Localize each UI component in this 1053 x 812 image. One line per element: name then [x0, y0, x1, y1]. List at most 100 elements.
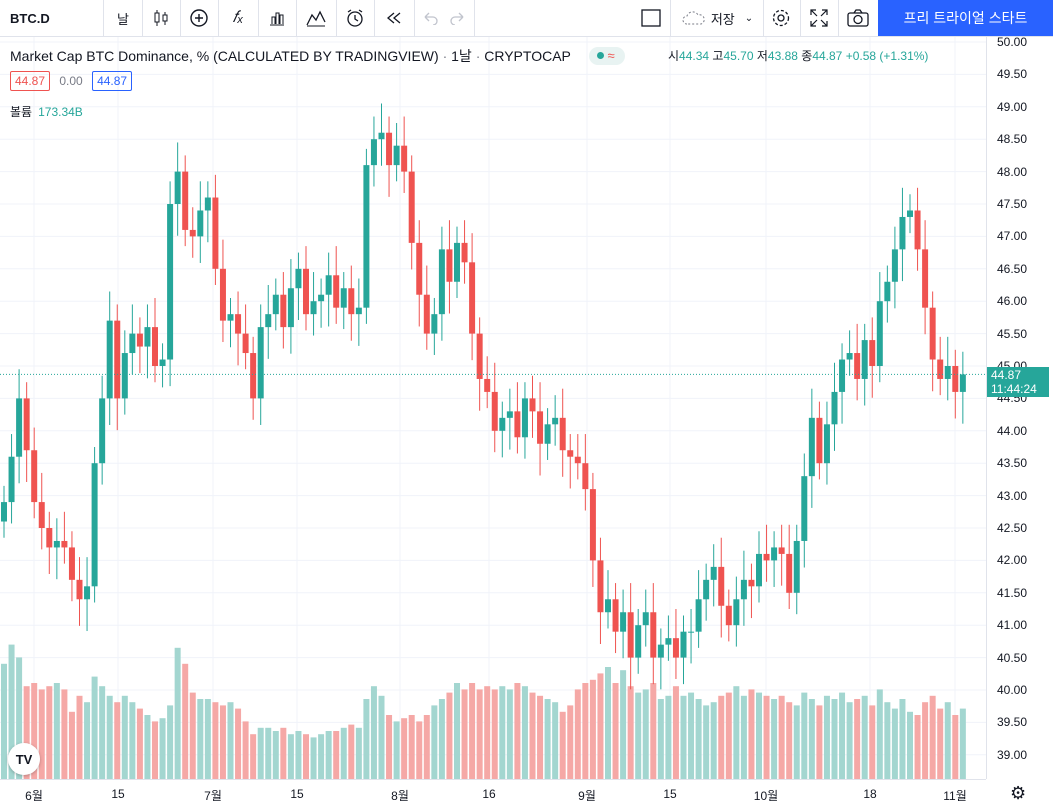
- candle-body: [718, 566, 725, 606]
- candle-body: [514, 411, 521, 438]
- replay-icon[interactable]: [374, 0, 415, 36]
- volume-bar: [589, 679, 596, 779]
- volume-bar: [801, 692, 808, 779]
- volume-bar: [152, 721, 158, 779]
- volume-bar: [363, 699, 370, 779]
- y-tick-label: 47.50: [997, 197, 1028, 211]
- volume-bar: [348, 724, 355, 779]
- compare-icon[interactable]: [258, 0, 297, 36]
- candle-body: [423, 294, 430, 334]
- candles-icon[interactable]: [142, 0, 181, 36]
- volume-bar: [499, 686, 506, 779]
- candle-body: [635, 625, 642, 658]
- bid-ask-boxes: 44.87 0.00 44.87: [10, 71, 133, 91]
- candle-body: [114, 320, 121, 399]
- market-status-icon[interactable]: ≈: [588, 47, 625, 66]
- volume-bar: [476, 689, 483, 779]
- candle-body: [136, 333, 143, 347]
- y-tick-label: 46.00: [997, 294, 1028, 309]
- volume-bar: [204, 699, 211, 779]
- ohlc-values: 시44.34 고45.70 저43.88 종44.87 +0.58 (+1.31…: [668, 49, 929, 63]
- candle-body: [197, 210, 204, 237]
- alert-clock-icon[interactable]: [336, 0, 375, 36]
- candle-body: [786, 553, 793, 593]
- free-trial-button[interactable]: 프리 트라이얼 스타트: [878, 0, 1053, 36]
- volume-bar: [303, 734, 309, 779]
- candle-body: [348, 288, 355, 315]
- candle-body: [688, 631, 695, 633]
- candle-body: [952, 366, 959, 392]
- y-tick-label: 40.50: [997, 650, 1028, 665]
- y-tick-label: 47.00: [997, 229, 1028, 244]
- candle-body: [605, 599, 611, 613]
- y-tick-label: 42.00: [997, 553, 1028, 568]
- candle-body: [582, 463, 589, 490]
- candle-body: [174, 171, 181, 204]
- volume-bar: [333, 731, 340, 779]
- buy-price-box[interactable]: 44.87: [92, 71, 133, 91]
- candle-body: [1, 502, 7, 522]
- candle-body: [959, 374, 966, 392]
- candle-body: [703, 579, 710, 600]
- volume-bar: [635, 692, 642, 779]
- save-button[interactable]: 저장 ⌄: [670, 0, 764, 36]
- volume-bar: [91, 676, 98, 779]
- camera-icon[interactable]: [838, 0, 879, 36]
- candle-body: [295, 268, 302, 289]
- axis-settings-gear-icon[interactable]: ⚙: [1010, 783, 1027, 803]
- volume-bar: [627, 686, 634, 779]
- add-indicator-icon[interactable]: [180, 0, 219, 36]
- interval-button[interactable]: 날: [104, 0, 143, 36]
- templates-icon[interactable]: [296, 0, 337, 36]
- price-chart[interactable]: [0, 37, 986, 779]
- candle-body: [129, 333, 136, 354]
- x-tick-label: 10월: [753, 789, 779, 803]
- volume-bar: [907, 711, 913, 779]
- volume-bar: [521, 686, 528, 779]
- candle-body: [272, 294, 279, 315]
- volume-bar: [650, 683, 657, 779]
- volume-bar: [242, 721, 249, 779]
- candle-body: [907, 210, 913, 217]
- candle-body: [438, 249, 445, 315]
- candle-body: [650, 612, 657, 658]
- candle-body: [876, 301, 883, 366]
- y-tick-label: 39.50: [997, 715, 1028, 730]
- volume-bar: [514, 683, 521, 779]
- candle-body: [756, 553, 762, 587]
- tradingview-logo[interactable]: TV: [8, 743, 40, 775]
- candle-body: [771, 547, 778, 561]
- indicators-fx-icon[interactable]: 𝑓ₓ: [218, 0, 259, 36]
- volume-bar: [710, 702, 717, 779]
- layout-icon[interactable]: [632, 0, 670, 36]
- volume-bar: [529, 692, 536, 779]
- volume-bar: [265, 727, 272, 779]
- x-tick-label: 16: [482, 787, 496, 801]
- candle-body: [431, 314, 438, 334]
- volume-label: 볼륨: [10, 105, 33, 119]
- price-axis[interactable]: 50.00 49.50 49.00 48.50 48.00 47.50 47.00 46.50…: [986, 35, 1053, 779]
- settings-gear-icon[interactable]: [762, 0, 801, 36]
- legend-title[interactable]: Market Cap BTC Dominance, % (CALCULATED …: [10, 48, 439, 64]
- volume-bar: [688, 692, 695, 779]
- volume-bar: [136, 708, 143, 779]
- volume-bar: [695, 699, 702, 779]
- volume-bar: [8, 644, 15, 779]
- candle-body: [529, 398, 536, 412]
- candle-body: [612, 599, 619, 632]
- candle-body: [597, 560, 604, 613]
- candle-body: [121, 353, 128, 399]
- y-tick-label: 44.00: [997, 423, 1028, 438]
- candle-body: [31, 450, 38, 503]
- volume-bar: [272, 731, 279, 779]
- symbol-search[interactable]: BTC.D: [0, 0, 104, 36]
- volume-bar: [378, 695, 385, 779]
- volume-bar: [944, 702, 951, 779]
- sell-price-box[interactable]: 44.87: [10, 71, 51, 91]
- fullscreen-icon[interactable]: [800, 0, 839, 36]
- time-axis[interactable]: 6월 15 7월 15 8월 16 9월 15 10월 18 11월: [0, 779, 986, 812]
- volume-bar: [53, 683, 60, 779]
- undo-redo-icon[interactable]: [414, 0, 475, 36]
- volume-legend: 볼륨 173.34B: [10, 103, 83, 120]
- volume-bar: [544, 699, 551, 779]
